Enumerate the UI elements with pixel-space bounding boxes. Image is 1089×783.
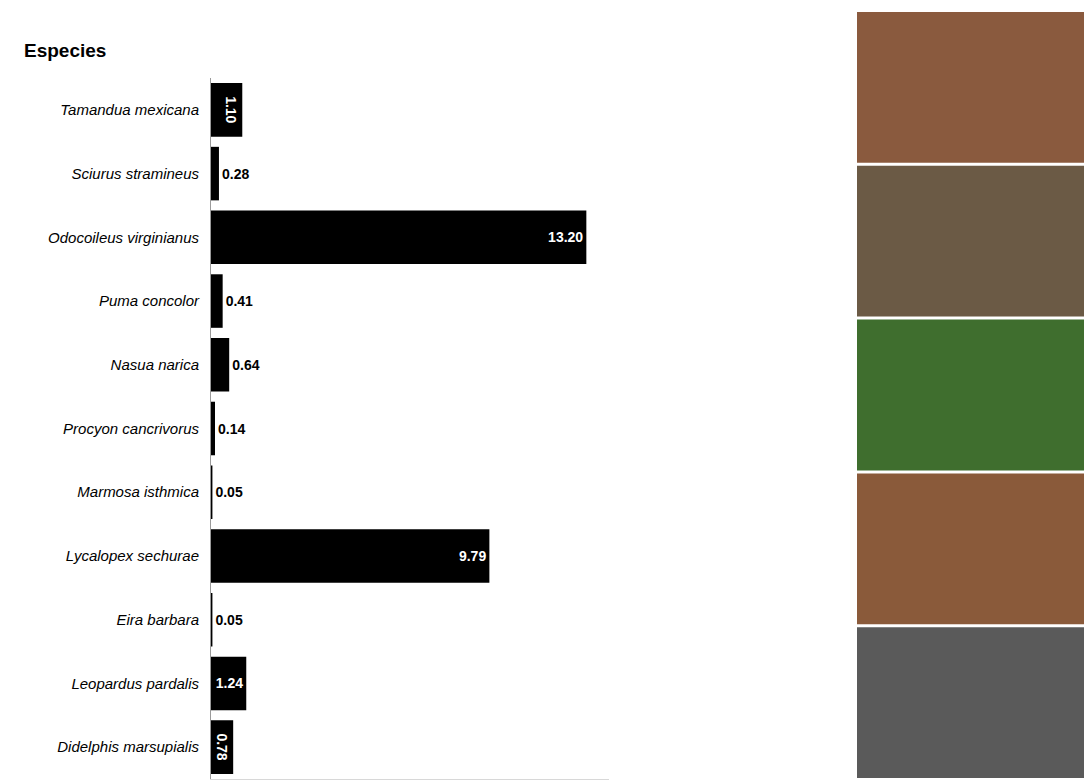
svg-text:1.10: 1.10: [223, 96, 239, 123]
svg-text:0.05: 0.05: [215, 612, 242, 628]
svg-text:0.14: 0.14: [218, 421, 245, 437]
svg-text:9.79: 9.79: [459, 548, 486, 564]
svg-text:0.78: 0.78: [214, 733, 230, 760]
svg-text:Didelphis marsupialis: Didelphis marsupialis: [57, 738, 199, 755]
svg-text:0.64: 0.64: [232, 357, 259, 373]
svg-text:Sciurus stramineus: Sciurus stramineus: [71, 165, 199, 182]
svg-text:Nasua narica: Nasua narica: [111, 356, 199, 373]
svg-text:13.20: 13.20: [548, 229, 583, 245]
svg-text:0.41: 0.41: [226, 293, 253, 309]
svg-text:Puma concolor: Puma concolor: [99, 292, 200, 309]
svg-text:Odocoileus virginianus: Odocoileus virginianus: [48, 229, 199, 246]
svg-text:1.24: 1.24: [216, 675, 243, 691]
svg-text:Marmosa isthmica: Marmosa isthmica: [77, 483, 199, 500]
svg-text:Leopardus pardalis: Leopardus pardalis: [71, 675, 199, 692]
svg-text:0.28: 0.28: [222, 166, 249, 182]
svg-text:Eira barbara: Eira barbara: [116, 611, 199, 628]
svg-text:0.05: 0.05: [215, 484, 242, 500]
svg-text:Especies: Especies: [24, 40, 106, 61]
svg-text:Tamandua mexicana: Tamandua mexicana: [60, 101, 199, 118]
svg-text:Lycalopex sechurae: Lycalopex sechurae: [66, 547, 199, 564]
svg-text:Procyon cancrivorus: Procyon cancrivorus: [63, 420, 199, 437]
